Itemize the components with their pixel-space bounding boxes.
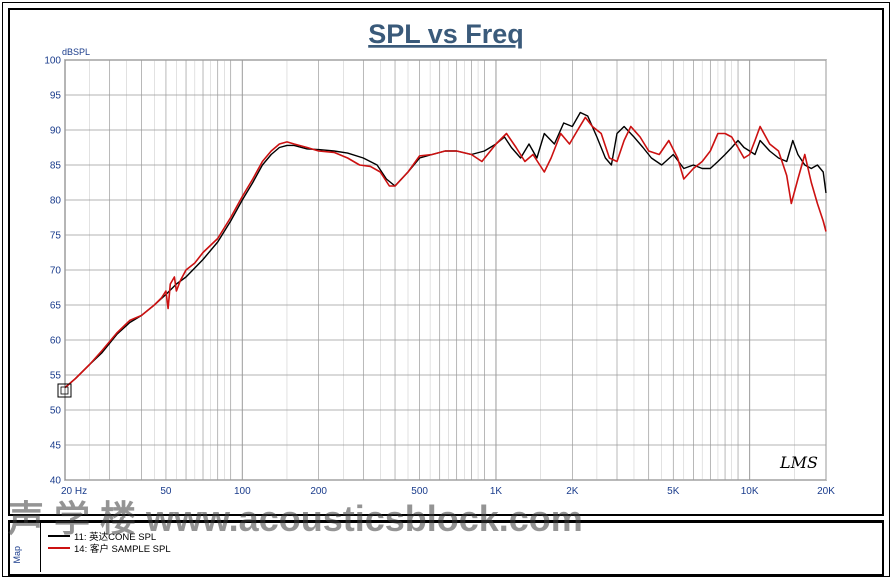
y-tick-label: 55 xyxy=(50,371,62,382)
y-tick-label: 40 xyxy=(50,476,62,487)
y-tick-label: 60 xyxy=(50,336,62,347)
x-tick-label: 200 xyxy=(310,486,327,497)
y-tick-label: 90 xyxy=(50,126,62,137)
cursor-marker-icon[interactable] xyxy=(57,383,72,398)
watermark: 声 学 楼 www.acousticsblock.com xyxy=(8,498,583,539)
chart-title: SPL vs Freq xyxy=(368,19,524,49)
y-tick-label: 45 xyxy=(50,441,62,452)
lms-logo: LMS xyxy=(780,453,818,472)
y-tick-label: 65 xyxy=(50,301,62,312)
x-tick-label: 2K xyxy=(566,486,579,497)
legend-label-1: 11: 英达CONE SPL xyxy=(74,532,157,543)
y-tick-label: 70 xyxy=(50,266,62,277)
series-line-2 xyxy=(64,116,827,389)
legend-swatch-2 xyxy=(48,547,70,549)
y-tick-label: 80 xyxy=(50,196,62,207)
axis-layer: 40 45 50 55 60 65 70 75 80 85 90 95 100 20 Hz 50 100 200… xyxy=(44,56,835,498)
x-tick-label: 20 Hz xyxy=(61,486,87,497)
plot-frame xyxy=(8,8,884,516)
y-tick-label: 95 xyxy=(50,91,62,102)
map-tab[interactable] xyxy=(10,522,41,572)
legend-panel xyxy=(8,520,884,576)
series-layer xyxy=(64,111,827,389)
y-axis-label: dBSPL xyxy=(62,47,90,57)
x-tick-label: 10K xyxy=(741,486,759,497)
x-tick-label: 50 xyxy=(160,486,172,497)
map-tab-label[interactable]: Map xyxy=(12,546,22,564)
x-tick-label: 5K xyxy=(667,486,680,497)
x-tick-label: 100 xyxy=(234,486,251,497)
series-line-1 xyxy=(64,111,827,389)
legend-item-2[interactable]: 14: 客户 SAMPLE SPL xyxy=(48,541,171,555)
y-tick-label: 85 xyxy=(50,161,62,172)
legend-label-2: 14: 客户 SAMPLE SPL xyxy=(74,544,171,555)
legend-item-1[interactable]: 11: 英达CONE SPL xyxy=(48,529,156,543)
y-tick-label: 100 xyxy=(44,56,61,67)
legend-swatch-1 xyxy=(48,535,70,537)
y-tick-label: 75 xyxy=(50,231,62,242)
x-tick-label: 1K xyxy=(490,486,503,497)
x-tick-label: 500 xyxy=(411,486,428,497)
x-tick-label: 20K xyxy=(817,486,835,497)
y-tick-label: 50 xyxy=(50,406,62,417)
